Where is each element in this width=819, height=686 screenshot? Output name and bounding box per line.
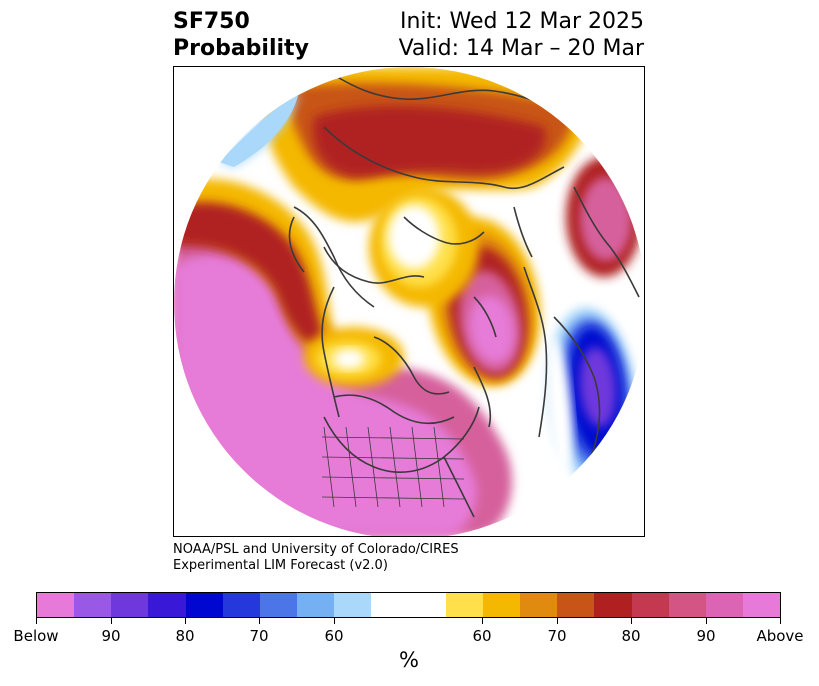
arctic-white [388, 205, 440, 269]
colorbar-tick [334, 618, 335, 624]
hudson-white [333, 349, 365, 369]
colorbar-tick-label: 70 [249, 627, 269, 645]
colorbar-swatch [482, 593, 521, 617]
colorbar-tick-label: 90 [101, 627, 121, 645]
state-border [345, 426, 357, 508]
map-title: SF750 Probability [173, 8, 309, 62]
credit-text: NOAA/PSL and University of Colorado/CIRE… [173, 542, 459, 574]
atlantic-blob-pink [469, 295, 515, 363]
coastline [333, 394, 455, 425]
colorbar-swatch [705, 593, 743, 617]
coastline [473, 366, 492, 428]
state-border [321, 476, 465, 480]
colorbar-tick-label: 80 [621, 627, 641, 645]
colorbar-swatch [185, 593, 223, 617]
state-border [433, 426, 445, 508]
colorbar-tick-label: Above [756, 627, 804, 645]
colorbar-swatch [408, 593, 446, 617]
coastline [403, 216, 485, 245]
coastline [323, 246, 425, 284]
variable-name: SF750 [173, 9, 250, 34]
colorbar-tick-label: 90 [696, 627, 716, 645]
colorbar-tick [111, 618, 112, 624]
state-border [321, 436, 465, 440]
pacific-lightblue-core [219, 92, 299, 167]
probability-map [174, 67, 644, 536]
coastline [573, 186, 640, 298]
variable-type: Probability [173, 36, 309, 61]
colorbar-tick-label: Below [13, 627, 59, 645]
colorbar-tick-label: 70 [547, 627, 567, 645]
coastline [513, 206, 533, 258]
field-above [174, 254, 477, 536]
coastline [323, 406, 480, 473]
colorbar [36, 592, 781, 618]
colorbar-tick [36, 618, 37, 624]
init-date: Init: Wed 12 Mar 2025 [399, 9, 644, 34]
colorbar-tick-label: 80 [175, 627, 195, 645]
coastline [293, 206, 375, 308]
colorbar-swatch [631, 593, 669, 617]
coastline [288, 216, 305, 273]
valid-range: Valid: 14 Mar – 20 Mar [398, 36, 644, 61]
colorbar-swatch [222, 593, 260, 617]
coastline [443, 456, 475, 518]
colorbar-tick [780, 618, 781, 624]
state-border [323, 426, 335, 508]
credit-line-2: Experimental LIM Forecast (v2.0) [173, 558, 388, 573]
map-panel [173, 66, 645, 537]
colorbar-tick [706, 618, 707, 624]
colorbar-tick [631, 618, 632, 624]
state-border [321, 496, 465, 500]
colorbar-swatch [259, 593, 298, 617]
state-border [411, 426, 423, 508]
colorbar-swatch [111, 593, 149, 617]
colorbar-tick-label: 60 [472, 627, 492, 645]
colorbar-swatch [371, 593, 409, 617]
credit-line-1: NOAA/PSL and University of Colorado/CIRE… [173, 542, 459, 557]
ring-west-red [174, 201, 329, 348]
coastline [373, 336, 450, 395]
field-above-80 [313, 106, 546, 177]
coastline [473, 296, 497, 338]
east-magenta [580, 177, 632, 261]
colorbar-tick-label: 60 [324, 627, 344, 645]
probability-field [174, 67, 644, 536]
colorbar-tick [185, 618, 186, 624]
coastline [553, 316, 601, 463]
state-border [367, 426, 379, 508]
colorbar-swatch [557, 593, 595, 617]
colorbar-swatch [668, 593, 706, 617]
state-border [321, 456, 465, 460]
colorbar-swatch [74, 593, 112, 617]
colorbar-swatch [742, 593, 781, 617]
colorbar-tick [482, 618, 483, 624]
colorbar-tick [557, 618, 558, 624]
colorbar-swatch [445, 593, 483, 617]
colorbar-swatch [148, 593, 186, 617]
colorbar-swatch [334, 593, 372, 617]
colorbar-unit: % [399, 648, 419, 672]
neutral-band [545, 337, 573, 477]
colorbar-swatch [297, 593, 335, 617]
colorbar-swatch [594, 593, 632, 617]
coastline [323, 126, 565, 190]
colorbar-swatch [37, 593, 75, 617]
forecast-dates: Init: Wed 12 Mar 2025 Valid: 14 Mar – 20… [399, 8, 644, 62]
coastline [321, 286, 340, 418]
coastline [523, 266, 548, 438]
colorbar-swatch [520, 593, 558, 617]
colorbar-tick [259, 618, 260, 624]
state-border [389, 426, 401, 508]
